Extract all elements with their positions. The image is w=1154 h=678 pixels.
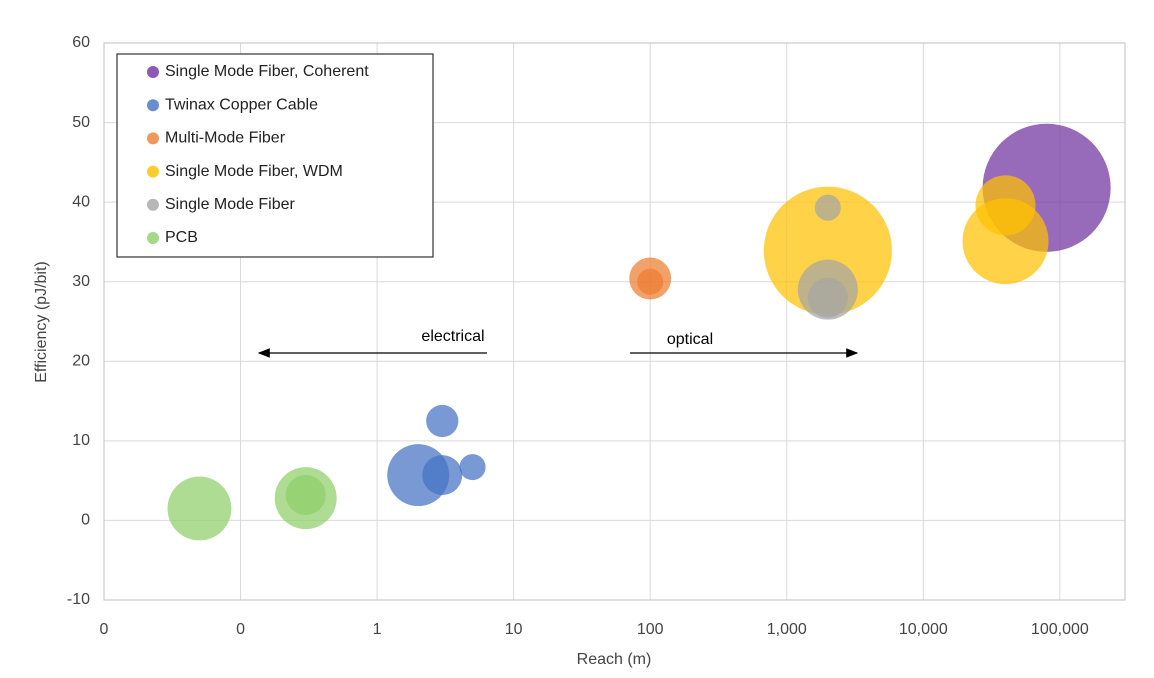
legend-label: Multi-Mode Fiber xyxy=(165,130,286,147)
legend-swatch xyxy=(147,232,159,244)
legend-label: Single Mode Fiber, WDM xyxy=(165,163,343,180)
legend-box xyxy=(116,53,434,258)
legend-label: Single Mode Fiber xyxy=(165,196,296,213)
y-tick-label: 60 xyxy=(72,34,90,51)
x-tick-label: 1,000 xyxy=(767,621,807,638)
y-tick-label: 30 xyxy=(72,273,90,290)
legend-swatch xyxy=(147,132,159,145)
x-tick-label: 100 xyxy=(637,621,664,638)
bubble xyxy=(637,268,664,295)
y-tick-label: 40 xyxy=(72,193,90,210)
x-tick-label: 1 xyxy=(373,621,382,638)
x-tick-label: 0 xyxy=(100,621,109,638)
plot-frame xyxy=(103,42,1126,601)
y-tick-label: 0 xyxy=(81,512,90,529)
bubble xyxy=(814,194,841,221)
annotation: optical xyxy=(667,331,713,348)
y-tick-label: -10 xyxy=(67,591,90,608)
bubble xyxy=(763,186,892,315)
legend-label: Single Mode Fiber, Coherent xyxy=(165,63,369,80)
bubble xyxy=(459,454,486,481)
x-tick-label: 100,000 xyxy=(1031,621,1089,638)
legend-swatch xyxy=(147,99,159,112)
legend-swatch xyxy=(147,165,159,178)
y-axis-label: Efficiency (pJ/bit) xyxy=(33,261,50,383)
legend: Single Mode Fiber, Coherent Twinax Copper… xyxy=(116,53,434,258)
bubble xyxy=(422,455,463,496)
x-tick-label: 10,000 xyxy=(899,621,948,638)
x-tick-label: 10 xyxy=(505,621,523,638)
bubble xyxy=(285,474,326,515)
x-tick-label: 0 xyxy=(236,621,245,638)
x-axis-label: Reach (m) xyxy=(577,651,652,668)
y-tick-label: 50 xyxy=(72,114,90,131)
legend-label: PCB xyxy=(165,229,198,246)
annotation: electrical xyxy=(421,328,484,345)
bubble xyxy=(426,404,459,438)
legend-swatch xyxy=(147,198,159,211)
legend-label: Twinax Copper Cable xyxy=(165,96,318,113)
y-tick-label: 10 xyxy=(72,432,90,449)
bubble xyxy=(167,476,232,541)
y-tick-label: 20 xyxy=(72,353,90,370)
bubble xyxy=(975,175,1036,236)
legend-swatch xyxy=(147,66,159,78)
bubble xyxy=(807,277,848,318)
